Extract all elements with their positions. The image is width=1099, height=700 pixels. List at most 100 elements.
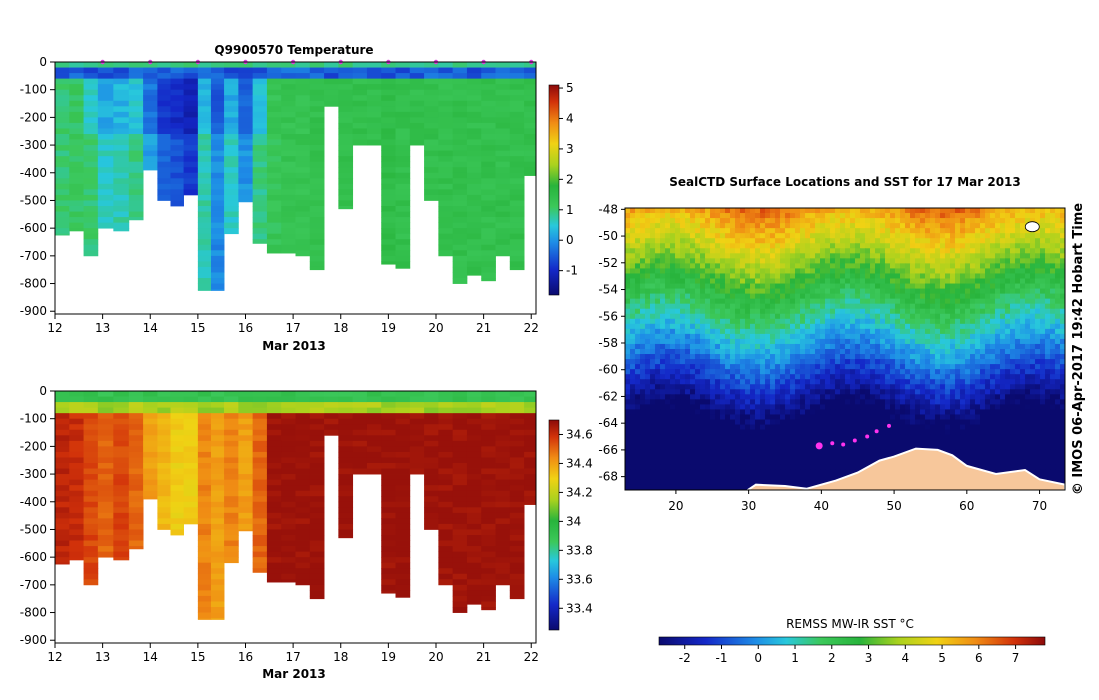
- sst-cell: [950, 328, 956, 335]
- sst-cell: [675, 228, 681, 234]
- profile-cell: [481, 546, 496, 553]
- sst-cell: [655, 278, 661, 285]
- sst-cell: [835, 258, 841, 264]
- sst-cell: [775, 333, 781, 340]
- sst-cell: [665, 218, 671, 224]
- profile-cell: [452, 189, 468, 196]
- sst-cell: [640, 253, 646, 259]
- profile-cell: [170, 402, 184, 409]
- sst-cell: [985, 323, 991, 330]
- profile-column: [266, 391, 282, 583]
- sst-cell: [885, 228, 891, 234]
- profile-cell: [381, 222, 396, 229]
- profile-cell: [252, 194, 268, 201]
- sst-cell: [815, 273, 821, 279]
- sst-cell: [810, 354, 816, 360]
- profile-cell: [395, 573, 411, 580]
- sst-cell: [645, 268, 651, 274]
- profile-cell: [157, 435, 171, 442]
- profile-cell: [281, 139, 296, 146]
- profile-cell: [197, 255, 212, 262]
- profile-cell: [143, 89, 158, 96]
- profile-cell: [309, 261, 325, 268]
- profile-cell: [266, 391, 282, 397]
- sst-cell: [935, 258, 941, 264]
- sst-cell: [1040, 243, 1046, 249]
- sst-cell: [755, 278, 761, 285]
- profile-cell: [266, 463, 282, 469]
- sst-cell: [745, 298, 751, 305]
- profile-cell: [252, 435, 268, 442]
- sst-cell: [860, 218, 866, 224]
- profile-cell: [409, 89, 425, 96]
- sst-cell: [1015, 323, 1021, 330]
- sst-cell: [730, 333, 736, 340]
- sst-cell: [630, 283, 636, 290]
- sst-cell: [700, 233, 706, 239]
- profile-cell: [157, 189, 171, 196]
- sst-cell: [840, 333, 846, 340]
- sst-cell: [675, 248, 681, 254]
- sst-cell: [825, 303, 831, 310]
- sst-cell: [910, 268, 916, 274]
- sst-cell: [695, 308, 701, 315]
- sst-cell: [1035, 318, 1041, 325]
- sst-cell: [965, 354, 971, 360]
- profile-cell: [395, 529, 411, 536]
- sst-cell: [1010, 228, 1016, 234]
- profile-cell: [495, 217, 511, 224]
- profile-cell: [381, 440, 396, 447]
- profile-cell: [466, 261, 482, 268]
- profile-cell: [438, 446, 454, 453]
- profile-cell: [55, 540, 70, 547]
- sst-cell: [805, 218, 811, 224]
- sst-cell: [785, 313, 791, 320]
- profile-cell: [157, 496, 171, 503]
- profile-column: [324, 391, 339, 436]
- profile-cell: [97, 451, 114, 458]
- sst-cell: [720, 318, 726, 325]
- profile-cell: [495, 244, 511, 251]
- profile-cell: [352, 440, 368, 447]
- sst-cell: [675, 258, 681, 264]
- sst-cell: [770, 308, 776, 315]
- sst-cell: [755, 243, 761, 249]
- profile-cell: [252, 396, 268, 403]
- sst-cell: [810, 243, 816, 249]
- sst-cell: [820, 318, 826, 325]
- sst-cell: [745, 263, 751, 269]
- sst-cell: [755, 223, 761, 229]
- profile-cell: [252, 145, 268, 152]
- profile-cell: [452, 62, 468, 68]
- sst-cell: [835, 343, 841, 350]
- sst-cell: [865, 263, 871, 269]
- sst-cell: [675, 263, 681, 269]
- profile-cell: [224, 396, 239, 403]
- profile-cell: [97, 128, 114, 135]
- sst-cell: [965, 223, 971, 229]
- profile-cell: [157, 73, 171, 80]
- sst-cell: [815, 218, 821, 224]
- sst-cell: [695, 298, 701, 305]
- profile-cell: [366, 100, 382, 107]
- sst-cell: [960, 343, 966, 350]
- profile-cell: [83, 391, 99, 397]
- sst-cell: [785, 338, 791, 345]
- sst-cell: [785, 283, 791, 290]
- sst-cell: [990, 313, 996, 320]
- profile-cell: [252, 178, 268, 185]
- sst-cell: [855, 303, 861, 310]
- sst-cell: [1060, 323, 1065, 330]
- sst-cell: [635, 313, 641, 320]
- sst-cell: [980, 248, 986, 254]
- sst-cell: [635, 288, 641, 295]
- x-tick-label: 16: [238, 650, 253, 664]
- profile-cell: [438, 402, 454, 409]
- profile-cell: [466, 100, 482, 107]
- sst-cell: [750, 228, 756, 234]
- sst-cell: [915, 253, 921, 259]
- profile-cell: [309, 67, 325, 74]
- profile-cell: [309, 206, 325, 212]
- profile-cell: [524, 440, 536, 447]
- sst-cell: [1060, 218, 1065, 224]
